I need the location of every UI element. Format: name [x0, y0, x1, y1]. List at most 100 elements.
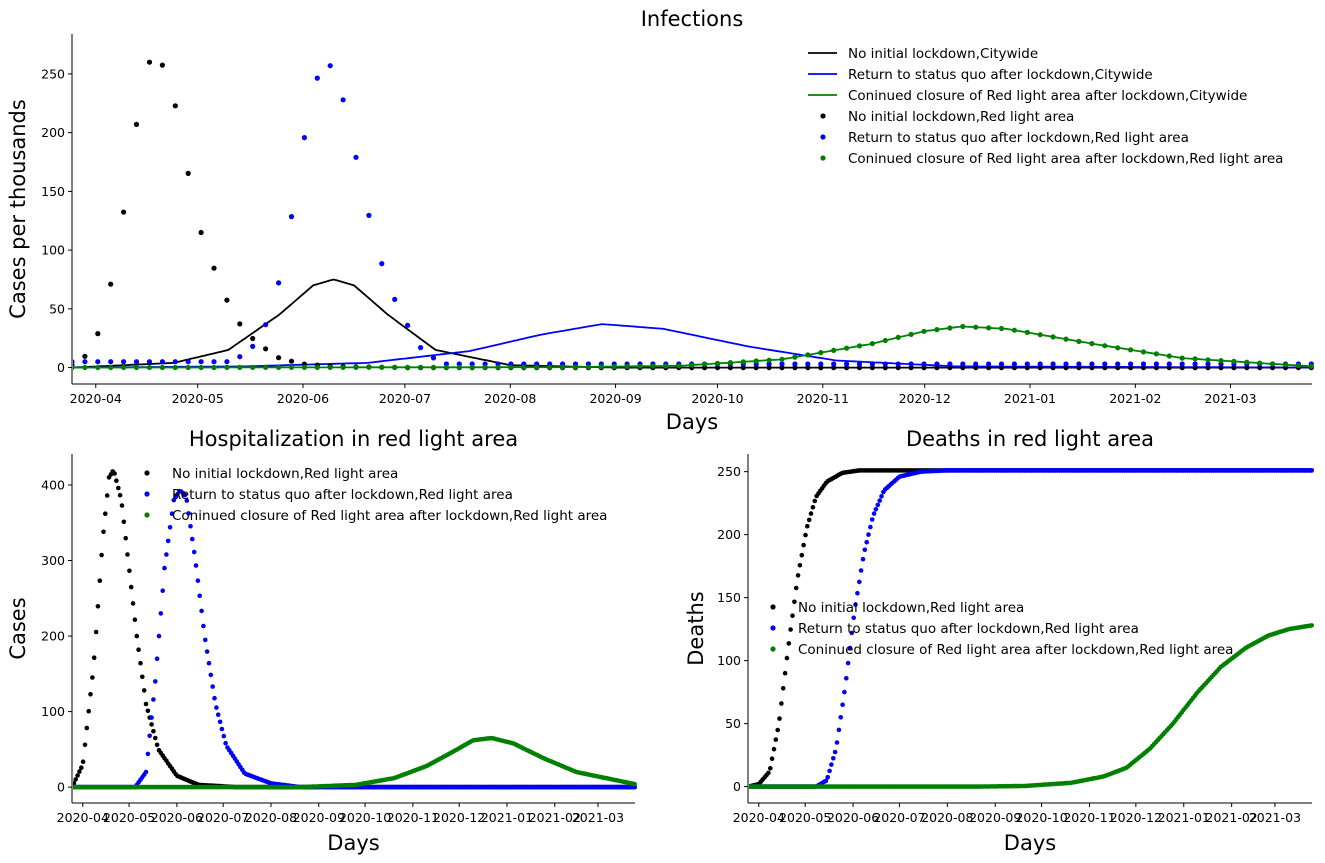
- data-point: [198, 364, 204, 371]
- data-point: [379, 364, 385, 370]
- data-point: [860, 556, 866, 562]
- data-point: [960, 365, 966, 371]
- data-point: [788, 627, 793, 632]
- data-point: [844, 676, 849, 681]
- data-point: [82, 742, 88, 748]
- data-point: [779, 365, 785, 371]
- data-point: [882, 365, 888, 371]
- data-point: [1270, 361, 1276, 367]
- data-point: [1076, 338, 1082, 344]
- data-point: [314, 364, 320, 370]
- data-point: [875, 502, 881, 508]
- x-tick-label: 2021-02: [1206, 810, 1258, 825]
- data-point: [103, 511, 108, 516]
- data-point: [1295, 362, 1301, 369]
- data-point: [858, 568, 864, 573]
- data-point: [714, 365, 721, 371]
- data-point: [792, 361, 798, 367]
- x-tick-label: 2020-11: [387, 810, 439, 825]
- data-point: [221, 733, 227, 739]
- x-tick-label: 2021-01: [1004, 391, 1056, 406]
- legend-label: Coninued closure of Red light area after…: [848, 151, 1283, 167]
- data-point: [443, 364, 449, 370]
- x-tick-label: 2020-12: [1110, 810, 1162, 825]
- data-point: [882, 337, 888, 344]
- chart-panel-0: Infections 0 50 100 150 200 250 2020-04 2020-05 2…: [6, 7, 1314, 434]
- data-point: [834, 740, 840, 745]
- data-point: [766, 357, 772, 363]
- data-point: [882, 361, 888, 367]
- data-point: [921, 328, 927, 334]
- data-point: [808, 511, 814, 516]
- data-point: [831, 361, 837, 367]
- data-point: [204, 649, 210, 654]
- legend-label: Coninued closure of Red light area after…: [172, 508, 607, 524]
- data-point: [133, 364, 140, 371]
- data-point: [1115, 345, 1121, 351]
- data-point: [88, 692, 93, 697]
- data-point: [206, 660, 212, 666]
- data-point: [469, 364, 475, 370]
- data-point: [405, 364, 411, 370]
- data-point: [123, 535, 128, 541]
- data-point: [663, 363, 669, 369]
- data-point: [108, 364, 114, 371]
- chart-panel-1: Hospitalization in red light area 0 100 200…: [6, 427, 637, 855]
- data-point: [224, 297, 230, 303]
- data-point: [827, 768, 832, 774]
- data-point: [1192, 356, 1198, 362]
- data-point: [153, 679, 158, 684]
- data-point: [727, 360, 734, 366]
- data-point: [611, 364, 617, 370]
- data-point: [1102, 361, 1108, 367]
- data-point: [753, 365, 759, 371]
- data-point: [534, 364, 540, 370]
- data-point: [840, 702, 845, 707]
- legend-label: Return to status quo after lockdown,Red …: [798, 621, 1139, 637]
- data-point: [1140, 349, 1147, 355]
- data-point: [784, 655, 790, 661]
- data-point: [624, 363, 630, 369]
- data-point: [133, 359, 140, 365]
- data-point: [1205, 361, 1211, 367]
- data-point: [1024, 365, 1030, 371]
- data-point: [108, 281, 114, 287]
- data-point: [1309, 623, 1314, 628]
- data-point: [77, 769, 82, 774]
- chart-title: Hospitalization in red light area: [189, 427, 518, 451]
- data-point: [237, 364, 243, 370]
- data-point: [162, 565, 167, 571]
- data-point: [1166, 361, 1172, 367]
- data-point: [818, 365, 824, 371]
- x-axis-title: Days: [1004, 831, 1056, 855]
- data-point: [779, 701, 784, 706]
- data-point: [1076, 361, 1082, 367]
- data-point: [146, 359, 153, 365]
- data-point: [1050, 334, 1056, 340]
- data-point: [165, 538, 171, 544]
- data-point: [288, 364, 295, 370]
- data-point: [1231, 358, 1237, 364]
- data-point: [1192, 365, 1198, 371]
- data-point: [805, 352, 811, 358]
- data-point: [1050, 365, 1056, 371]
- data-point: [973, 361, 979, 367]
- data-point: [801, 542, 806, 548]
- data-point: [197, 593, 202, 599]
- data-point: [199, 608, 204, 614]
- data-point: [766, 361, 772, 367]
- data-point: [263, 346, 269, 352]
- data-point: [149, 722, 154, 727]
- data-point: [198, 359, 204, 365]
- data-point: [598, 364, 604, 370]
- y-tick-label: 100: [41, 243, 65, 258]
- data-point: [90, 675, 95, 680]
- data-point: [769, 756, 775, 761]
- data-point: [203, 637, 208, 643]
- data-point: [121, 519, 127, 525]
- x-tick-label: 2020-05: [172, 391, 224, 406]
- data-point: [82, 364, 88, 371]
- data-point: [263, 322, 269, 328]
- data-point: [146, 59, 153, 65]
